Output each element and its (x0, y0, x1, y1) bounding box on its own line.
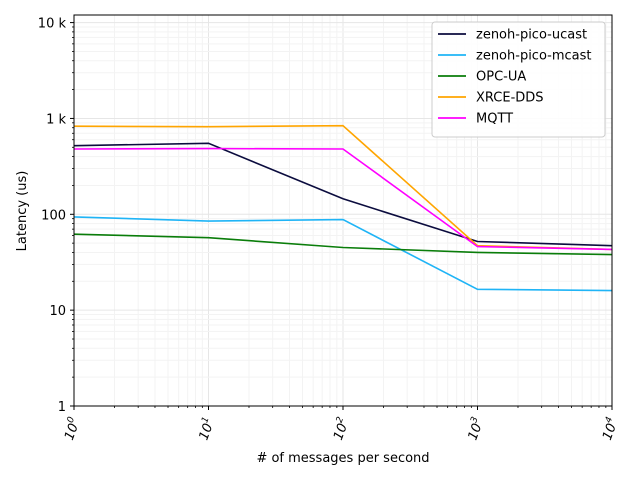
legend-label: OPC-UA (476, 70, 526, 85)
y-axis: 1 10 100 1 k 10 k (38, 17, 74, 415)
y-tick-label: 100 (41, 208, 66, 223)
x-tick-label: 103 (464, 415, 488, 442)
legend-label: XRCE-DDS (476, 91, 544, 106)
x-tick-label: 104 (598, 415, 622, 442)
series-lines (73, 124, 613, 292)
x-axis-label: # of messages per second (256, 451, 429, 466)
y-tick-label: 1 (58, 400, 66, 415)
series-line-zenoh-pico-mcast (73, 216, 613, 292)
y-tick-label: 10 k (38, 17, 67, 32)
x-tick-label: 102 (329, 415, 353, 442)
y-tick-label: 10 (49, 304, 66, 319)
x-axis: 100 101 102 103 104 (60, 406, 622, 443)
legend-label: zenoh-pico-ucast (476, 28, 587, 43)
legend: zenoh-pico-ucast zenoh-pico-mcast OPC-UA XR… (431, 21, 606, 138)
series-line-MQTT (73, 147, 613, 251)
series-line-zenoh-pico-ucast (73, 142, 613, 247)
series-line-OPC-UA (73, 233, 613, 256)
y-tick-label: 1 k (46, 112, 66, 127)
x-tick-label: 100 (60, 415, 84, 442)
x-tick-label: 101 (195, 416, 219, 443)
y-axis-label: Latency (us) (15, 171, 30, 252)
grid (73, 15, 612, 407)
legend-label: zenoh-pico-mcast (476, 49, 592, 64)
legend-label: MQTT (476, 112, 513, 127)
legend-box (431, 21, 606, 138)
